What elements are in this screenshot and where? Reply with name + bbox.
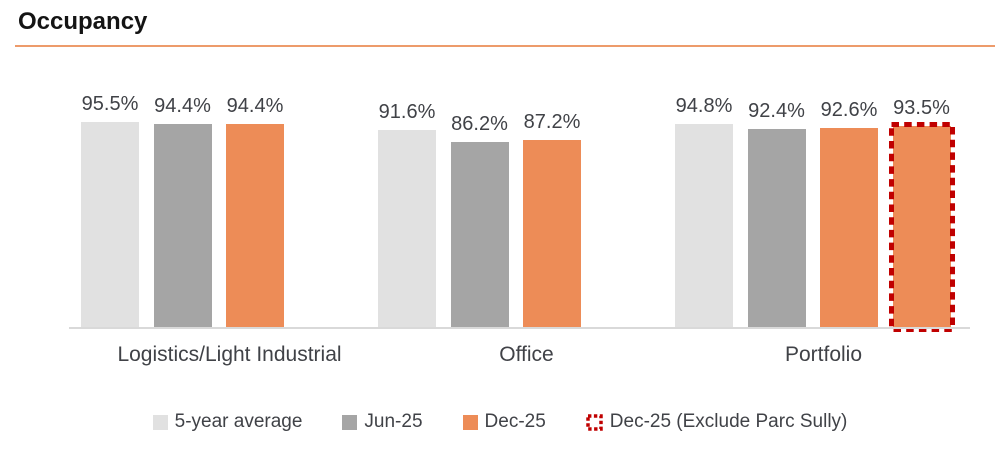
- bar-dec-25-exclude-parc-sully-portfolio[interactable]: [888, 122, 955, 332]
- bar-value-label: 95.5%: [81, 93, 139, 115]
- plot-area: 95.5% 94.4% 94.4% 91.6% 86.2% 87.2% 94.8% 92.4%…: [81, 88, 972, 332]
- legend-item-jun-25[interactable]: Jun-25: [342, 411, 423, 433]
- bar-jun-25-office[interactable]: [450, 142, 509, 328]
- bar-value-label: 91.6%: [378, 101, 436, 123]
- legend-swatch-icon: [342, 414, 358, 430]
- legend-item-5-year-average[interactable]: 5-year average: [152, 411, 303, 433]
- legend-item-dec-25[interactable]: Dec-25: [462, 411, 546, 433]
- bar-value-label: 86.2%: [451, 113, 508, 135]
- legend-label: 5-year average: [174, 411, 303, 432]
- legend-swatch-icon: [462, 414, 478, 430]
- page-title: Occupancy: [18, 8, 148, 35]
- legend-label: Jun-25: [364, 411, 423, 432]
- legend-label: Dec-25 (Exclude Parc Sully): [609, 411, 848, 432]
- legend-swatch-icon: [152, 414, 168, 430]
- bar-value-label: 94.4%: [226, 95, 284, 117]
- category-group-portfolio: 94.8% 92.4% 92.6% 93.5%: [675, 88, 972, 332]
- category-axis-labels: Logistics/Light Industrial Office Portfoli…: [81, 343, 972, 373]
- bar-value-label: 94.4%: [154, 95, 211, 117]
- legend-item-dec-25-exclude-parc-sully[interactable]: Dec-25 (Exclude Parc Sully): [586, 411, 848, 433]
- x-axis-line: [69, 327, 970, 329]
- bar-5-year-average-portfolio[interactable]: [675, 124, 733, 328]
- category-group-office: 91.6% 86.2% 87.2%: [378, 88, 675, 328]
- bar-jun-25-portfolio[interactable]: [747, 129, 806, 328]
- bar-dec-25-logistics-light-industrial[interactable]: [226, 124, 284, 328]
- bar-5-year-average-office[interactable]: [378, 130, 436, 328]
- legend: 5-year average Jun-25 Dec-25 Dec-25 (Exclud…: [0, 411, 1000, 433]
- bar-dec-25-portfolio[interactable]: [820, 128, 878, 328]
- legend-label: Dec-25: [484, 411, 546, 432]
- category-label-logistics-light-industrial: Logistics/Light Industrial: [117, 343, 342, 366]
- legend-dashed-swatch-icon: [586, 413, 603, 431]
- bar-value-label: 87.2%: [523, 111, 581, 133]
- bar-value-label: 93.5%: [893, 97, 950, 119]
- bar-value-label: 94.8%: [675, 95, 733, 117]
- category-label-office: Office: [499, 343, 554, 366]
- bar-value-label: 92.4%: [748, 100, 805, 122]
- dashed-highlight-border: [888, 122, 955, 332]
- category-label-portfolio: Portfolio: [784, 343, 863, 366]
- title-underline: [15, 45, 995, 47]
- category-group-logistics-light-industrial: 95.5% 94.4% 94.4%: [81, 88, 378, 328]
- bar-dec-25-office[interactable]: [523, 140, 581, 328]
- bar-jun-25-logistics-light-industrial[interactable]: [153, 124, 212, 328]
- bar-value-label: 92.6%: [820, 99, 878, 121]
- bar-5-year-average-logistics-light-industrial[interactable]: [81, 122, 139, 328]
